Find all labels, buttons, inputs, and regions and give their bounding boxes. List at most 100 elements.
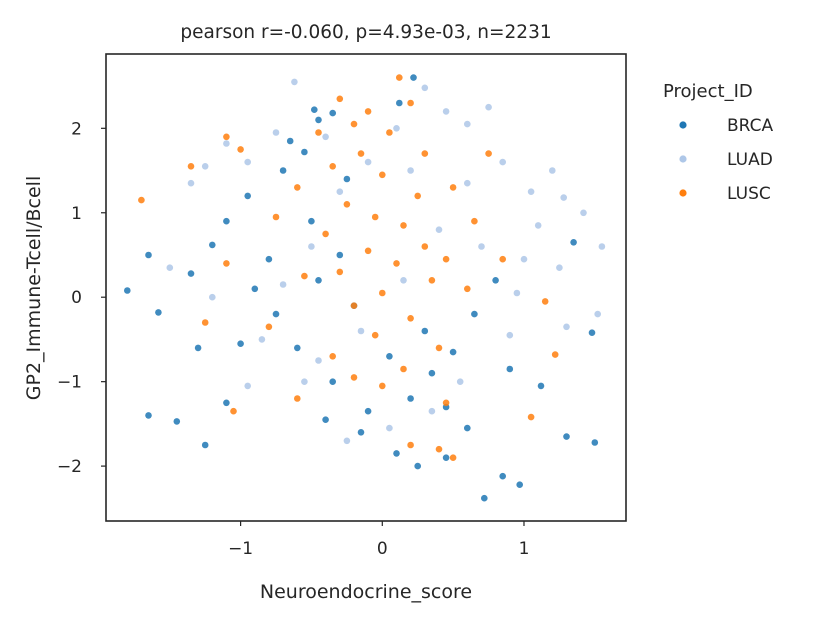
point-luad-5: [527, 188, 535, 195]
y-tick-label: −2: [57, 457, 82, 477]
point-luad-29: [456, 378, 464, 386]
legend: Project_ID BRCA LUAD LUSC: [663, 81, 773, 204]
point-lusc-37: [541, 298, 549, 305]
legend-label-luad: LUAD: [727, 150, 773, 170]
point-brca-4: [173, 418, 181, 425]
point-lusc-2: [223, 133, 230, 141]
point-lusc-7: [364, 108, 372, 115]
point-lusc-12: [379, 171, 386, 179]
point-luad-22: [308, 243, 315, 250]
legend-marker-lusc: [679, 189, 687, 197]
point-brca-48: [492, 277, 499, 284]
point-luad-40: [520, 255, 528, 263]
x-tick-label: −1: [228, 539, 253, 559]
point-luad-28: [428, 407, 436, 415]
point-luad-7: [560, 194, 567, 201]
point-brca-22: [329, 109, 337, 117]
point-brca-52: [393, 450, 400, 457]
point-lusc-38: [499, 255, 507, 263]
point-luad-31: [499, 158, 507, 166]
point-luad-11: [556, 264, 563, 272]
point-brca-50: [322, 416, 329, 424]
point-brca-39: [223, 217, 230, 225]
point-luad-4: [223, 140, 230, 147]
point-luad-23: [279, 281, 287, 288]
point-luad-1: [166, 264, 174, 272]
point-luad-42: [209, 293, 216, 301]
point-brca-53: [414, 462, 422, 470]
point-lusc-34: [407, 441, 414, 449]
point-lusc-0: [138, 196, 145, 204]
point-luad-21: [336, 188, 344, 195]
point-brca-45: [421, 327, 429, 335]
point-luad-10: [594, 310, 601, 318]
point-lusc-36: [551, 351, 559, 358]
point-lusc-53: [442, 255, 450, 263]
y-axis-label: GP2_Immune-Tcell/Bcell: [23, 176, 45, 400]
point-brca-26: [315, 277, 322, 284]
point-luad-38: [357, 327, 365, 335]
point-lusc-51: [421, 150, 429, 157]
point-lusc-25: [407, 315, 414, 322]
point-luad-44: [464, 179, 471, 187]
point-lusc-15: [371, 213, 379, 221]
point-luad-33: [272, 129, 280, 136]
point-brca-43: [343, 175, 351, 183]
point-brca-8: [187, 270, 195, 277]
point-lusc-39: [471, 217, 478, 225]
point-lusc-27: [435, 344, 443, 352]
point-luad-2: [201, 163, 209, 170]
point-lusc-10: [357, 150, 365, 157]
point-luad-6: [549, 167, 556, 174]
point-luad-26: [343, 437, 351, 445]
point-lusc-45: [265, 323, 273, 331]
point-luad-15: [485, 103, 492, 111]
point-lusc-11: [329, 163, 337, 170]
point-lusc-16: [400, 222, 407, 229]
point-brca-30: [364, 407, 372, 415]
point-lusc-8: [350, 120, 358, 128]
point-luad-17: [442, 108, 450, 115]
point-luad-43: [244, 382, 251, 390]
point-brca-28: [294, 344, 301, 352]
point-lusc-23: [379, 289, 386, 297]
point-brca-0: [124, 287, 131, 294]
point-luad-34: [322, 133, 329, 141]
point-luad-0: [291, 78, 298, 86]
point-luad-41: [563, 323, 570, 331]
point-lusc-1: [187, 163, 195, 170]
point-brca-44: [386, 353, 393, 360]
point-brca-16: [588, 329, 596, 337]
point-lusc-9: [386, 129, 393, 136]
point-luad-16: [464, 120, 471, 128]
point-luad-14: [506, 331, 514, 339]
point-brca-12: [516, 481, 523, 489]
point-brca-20: [315, 116, 322, 124]
y-tick-label: 2: [71, 119, 82, 139]
point-lusc-48: [230, 407, 237, 415]
point-brca-3: [145, 412, 152, 419]
point-lusc-29: [400, 365, 407, 373]
point-brca-38: [237, 340, 244, 348]
point-brca-35: [272, 310, 280, 318]
point-brca-11: [499, 472, 507, 480]
point-luad-18: [421, 84, 429, 92]
point-luad-12: [534, 222, 542, 229]
x-tick-label: 0: [377, 539, 388, 559]
legend-label-lusc: LUSC: [727, 184, 771, 204]
point-brca-17: [537, 382, 545, 390]
point-luad-27: [386, 424, 393, 432]
point-brca-10: [481, 494, 488, 502]
legend-marker-luad: [679, 155, 687, 163]
plot-frame: [105, 53, 627, 522]
point-lusc-19: [364, 247, 372, 255]
point-lusc-26: [371, 331, 379, 339]
point-lusc-44: [301, 272, 308, 280]
y-tick-label: −1: [57, 373, 82, 393]
point-brca-46: [449, 348, 457, 356]
point-lusc-4: [336, 95, 344, 103]
point-brca-24: [410, 74, 417, 81]
point-lusc-52: [315, 129, 322, 136]
legend-title: Project_ID: [663, 81, 753, 102]
